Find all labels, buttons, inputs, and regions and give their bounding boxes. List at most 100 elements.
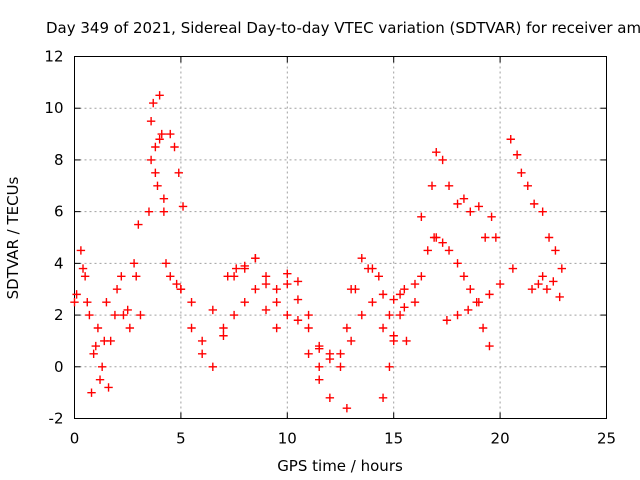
data-point	[385, 310, 394, 320]
data-point	[251, 285, 260, 294]
data-point	[170, 142, 179, 152]
data-point	[555, 292, 564, 302]
data-point	[208, 362, 218, 371]
data-point	[110, 310, 120, 320]
data-point	[529, 199, 539, 209]
data-point	[119, 310, 128, 320]
data-point	[93, 323, 103, 333]
data-point	[463, 305, 473, 315]
data-point	[315, 341, 324, 351]
data-point	[172, 279, 181, 289]
data-point	[76, 246, 86, 255]
data-point	[423, 246, 432, 255]
chart-title: Day 349 of 2021, Sidereal Day-to-day VTE…	[46, 19, 640, 37]
data-point	[151, 142, 160, 152]
data-point	[272, 285, 281, 294]
data-point	[346, 336, 356, 346]
data-point	[517, 168, 526, 178]
y-tick-label: 6	[54, 203, 64, 221]
data-point	[417, 272, 426, 281]
data-point	[159, 194, 169, 203]
data-point	[557, 264, 567, 273]
y-tick-label: 4	[54, 254, 64, 272]
data-point	[85, 310, 94, 320]
data-point	[95, 375, 105, 384]
data-point	[283, 310, 292, 320]
y-tick-label: 12	[44, 48, 63, 66]
data-point	[197, 349, 207, 359]
data-point	[478, 323, 488, 333]
data-point	[261, 305, 271, 315]
data-point	[336, 349, 345, 359]
data-point	[104, 383, 113, 392]
data-point	[304, 349, 313, 359]
data-point	[261, 272, 271, 281]
data-point	[102, 297, 111, 307]
data-point	[523, 181, 532, 190]
data-point	[315, 362, 324, 371]
data-point	[91, 341, 100, 351]
data-point	[427, 181, 437, 190]
data-point	[129, 259, 139, 268]
data-point	[402, 336, 411, 346]
data-point	[161, 259, 171, 268]
data-point	[166, 129, 175, 139]
data-point	[336, 362, 345, 371]
data-point	[97, 362, 107, 371]
data-point	[72, 290, 81, 299]
data-point	[442, 316, 452, 325]
data-point	[187, 323, 196, 333]
data-point	[346, 285, 356, 294]
data-point	[223, 272, 232, 281]
data-point	[83, 297, 92, 307]
data-point	[240, 297, 249, 307]
data-point	[325, 393, 335, 403]
data-point	[395, 290, 405, 299]
y-tick-label: 2	[54, 306, 64, 324]
data-point	[197, 336, 207, 346]
data-point	[151, 168, 160, 178]
data-point	[325, 354, 335, 364]
data-point	[155, 135, 164, 144]
data-point	[368, 264, 377, 273]
data-point	[395, 310, 405, 320]
data-points	[70, 91, 567, 413]
data-point	[134, 220, 143, 229]
data-point	[534, 279, 543, 289]
data-point	[453, 310, 462, 320]
x-tick-label: 10	[278, 430, 297, 448]
data-point	[229, 310, 239, 320]
data-point	[293, 316, 303, 325]
data-point	[174, 168, 183, 178]
data-point	[438, 155, 447, 165]
x-tick-label: 5	[176, 430, 186, 448]
data-point	[400, 285, 409, 294]
data-point	[219, 323, 228, 333]
data-point	[112, 285, 122, 294]
data-point	[146, 116, 156, 126]
x-tick-label: 20	[491, 430, 510, 448]
data-point	[385, 362, 394, 371]
data-point	[261, 279, 271, 289]
data-point	[544, 233, 554, 242]
data-point	[487, 212, 496, 222]
data-point	[466, 207, 475, 216]
x-tick-label: 0	[70, 430, 80, 448]
data-point	[389, 295, 398, 304]
data-point	[357, 310, 366, 320]
data-point	[70, 297, 79, 307]
y-tick-label: 0	[54, 358, 64, 376]
data-point	[304, 310, 313, 320]
data-point	[368, 297, 377, 307]
data-point	[315, 375, 324, 384]
plot-frame	[74, 56, 607, 419]
data-point	[453, 199, 462, 209]
data-point	[485, 341, 494, 351]
data-point	[512, 150, 522, 159]
data-point	[166, 272, 175, 281]
data-point	[342, 403, 352, 413]
data-point	[123, 305, 132, 315]
data-point	[444, 246, 454, 255]
